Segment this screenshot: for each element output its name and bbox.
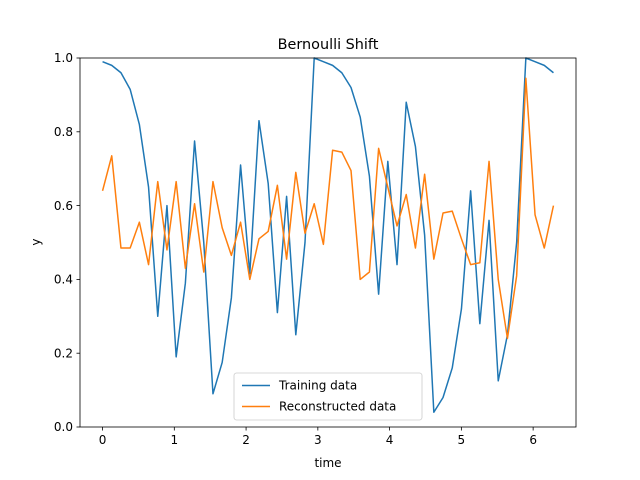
x-tick-label: 2 [242, 433, 250, 447]
x-tick-label: 6 [529, 433, 537, 447]
x-tick-label: 3 [314, 433, 322, 447]
y-tick-label: 0.0 [54, 420, 73, 434]
x-tick-label: 1 [170, 433, 178, 447]
y-tick-label: 0.2 [54, 346, 73, 360]
x-tick-label: 4 [386, 433, 394, 447]
series-line-reconstructed-data [101, 77, 555, 340]
x-tick-label: 5 [458, 433, 466, 447]
y-axis-label: y [29, 238, 43, 245]
legend-label: Training data [278, 379, 357, 393]
y-tick-label: 0.6 [54, 199, 73, 213]
x-axis-label: time [314, 456, 341, 470]
series-line-training-data [102, 57, 554, 413]
axes-frame [79, 57, 577, 428]
y-tick-label: 1.0 [54, 51, 73, 65]
y-tick-label: 0.8 [54, 125, 73, 139]
legend-box [233, 372, 423, 421]
y-tick-label: 0.4 [54, 273, 73, 287]
legend-label: Reconstructed data [279, 400, 396, 414]
x-tick-label: 0 [99, 433, 107, 447]
plot-area: 0 1 2 3 4 5 6 0.0 0.2 0.4 0.6 0.8 1.0 Training data Re… [54, 51, 577, 447]
chart-title: Bernoulli Shift [278, 37, 379, 53]
